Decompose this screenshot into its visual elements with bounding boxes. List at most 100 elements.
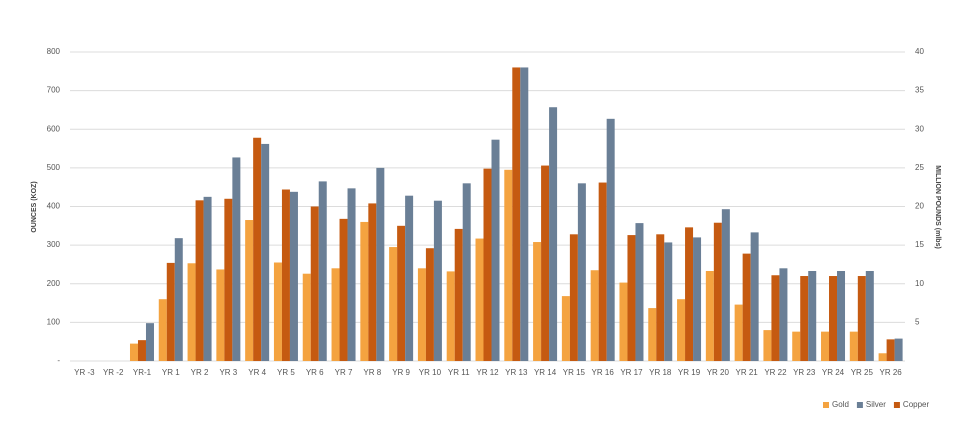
bar — [454, 228, 463, 361]
y2-axis-title: MILLION POUNDS (mlbs) — [934, 165, 941, 249]
x-tick-label: YR-1 — [133, 368, 152, 377]
x-tick-label: YR 9 — [392, 368, 410, 377]
bar — [800, 276, 809, 361]
bar — [763, 330, 772, 361]
x-tick-label: YR -2 — [103, 368, 124, 377]
bar — [664, 242, 673, 361]
y-tick-label: 500 — [47, 163, 61, 172]
y-tick-label: 700 — [47, 86, 61, 95]
legend-swatch — [823, 402, 829, 408]
x-tick-label: YR 23 — [793, 368, 816, 377]
bar — [289, 191, 298, 361]
bar — [541, 165, 550, 361]
y2-tick-label: 5 — [915, 317, 920, 326]
bar — [742, 253, 751, 361]
bar — [232, 157, 241, 361]
bar — [821, 331, 830, 361]
bar — [750, 232, 759, 361]
y-tick-label: 300 — [47, 240, 61, 249]
bar — [339, 218, 348, 361]
bar — [894, 338, 903, 361]
bar — [677, 299, 686, 361]
bar — [273, 262, 282, 361]
legend-label: Copper — [903, 400, 930, 409]
bar — [462, 183, 471, 361]
x-tick-label: YR 1 — [162, 368, 180, 377]
bar — [166, 262, 175, 361]
bar — [425, 248, 434, 361]
legend-label: Silver — [866, 400, 886, 409]
bar — [713, 222, 722, 361]
bar — [137, 340, 146, 361]
x-tick-label: YR -3 — [74, 368, 95, 377]
bar — [886, 339, 895, 361]
bar — [216, 269, 225, 361]
bar — [347, 188, 356, 361]
bar — [606, 118, 615, 361]
bar — [865, 271, 874, 361]
bar — [302, 273, 311, 361]
x-tick-label: YR 11 — [448, 368, 470, 377]
x-tick-label: YR 8 — [363, 368, 381, 377]
bar — [627, 235, 636, 361]
bar — [187, 263, 196, 361]
x-tick-label: YR 22 — [764, 368, 787, 377]
x-tick-label: YR 25 — [851, 368, 874, 377]
bar — [533, 242, 542, 361]
bar — [520, 67, 529, 361]
bar — [685, 227, 694, 361]
bar — [849, 331, 858, 361]
bar — [792, 331, 801, 361]
bar — [433, 200, 442, 361]
y2-tick-label: 15 — [915, 240, 924, 249]
x-tick-label: YR 2 — [191, 368, 209, 377]
x-tick-label: YR 3 — [219, 368, 237, 377]
x-tick-label: YR 10 — [419, 368, 442, 377]
y-tick-label: 200 — [47, 279, 61, 288]
bar — [721, 209, 730, 361]
bar — [281, 189, 290, 361]
bar — [129, 343, 138, 361]
bar — [569, 234, 578, 361]
x-tick-label: YR 16 — [592, 368, 615, 377]
bar — [598, 182, 607, 361]
bar — [360, 221, 369, 361]
x-tick-label: YR 14 — [534, 368, 557, 377]
bar — [389, 247, 398, 361]
bar — [417, 268, 426, 361]
bar — [656, 234, 665, 361]
bar — [174, 238, 183, 361]
bar — [635, 223, 644, 361]
bar — [446, 271, 455, 361]
x-tick-label: YR 12 — [476, 368, 499, 377]
bar — [376, 167, 385, 361]
bar — [771, 275, 780, 361]
x-tick-label: YR 13 — [505, 368, 528, 377]
bar — [734, 304, 743, 361]
x-tick-label: YR 15 — [563, 368, 586, 377]
y-tick-label: 400 — [47, 202, 61, 211]
y2-tick-label: 25 — [915, 163, 924, 172]
bar — [693, 237, 702, 361]
bar — [475, 238, 484, 361]
bar — [829, 276, 838, 361]
y2-tick-label: 40 — [915, 47, 924, 56]
legend-swatch — [856, 402, 863, 408]
bar — [195, 200, 204, 361]
bar — [483, 168, 492, 361]
bar — [878, 353, 887, 361]
bar — [253, 137, 262, 361]
bar — [368, 203, 377, 361]
bar — [549, 107, 558, 361]
x-tick-label: YR 5 — [277, 368, 295, 377]
bar — [590, 270, 599, 361]
bar — [318, 181, 327, 361]
x-tick-label: YR 24 — [822, 368, 845, 377]
x-tick-label: YR 19 — [678, 368, 701, 377]
bar — [158, 299, 167, 361]
bar — [837, 271, 846, 361]
bar — [331, 268, 340, 361]
bar — [491, 139, 500, 361]
y2-tick-label: 30 — [915, 124, 924, 133]
